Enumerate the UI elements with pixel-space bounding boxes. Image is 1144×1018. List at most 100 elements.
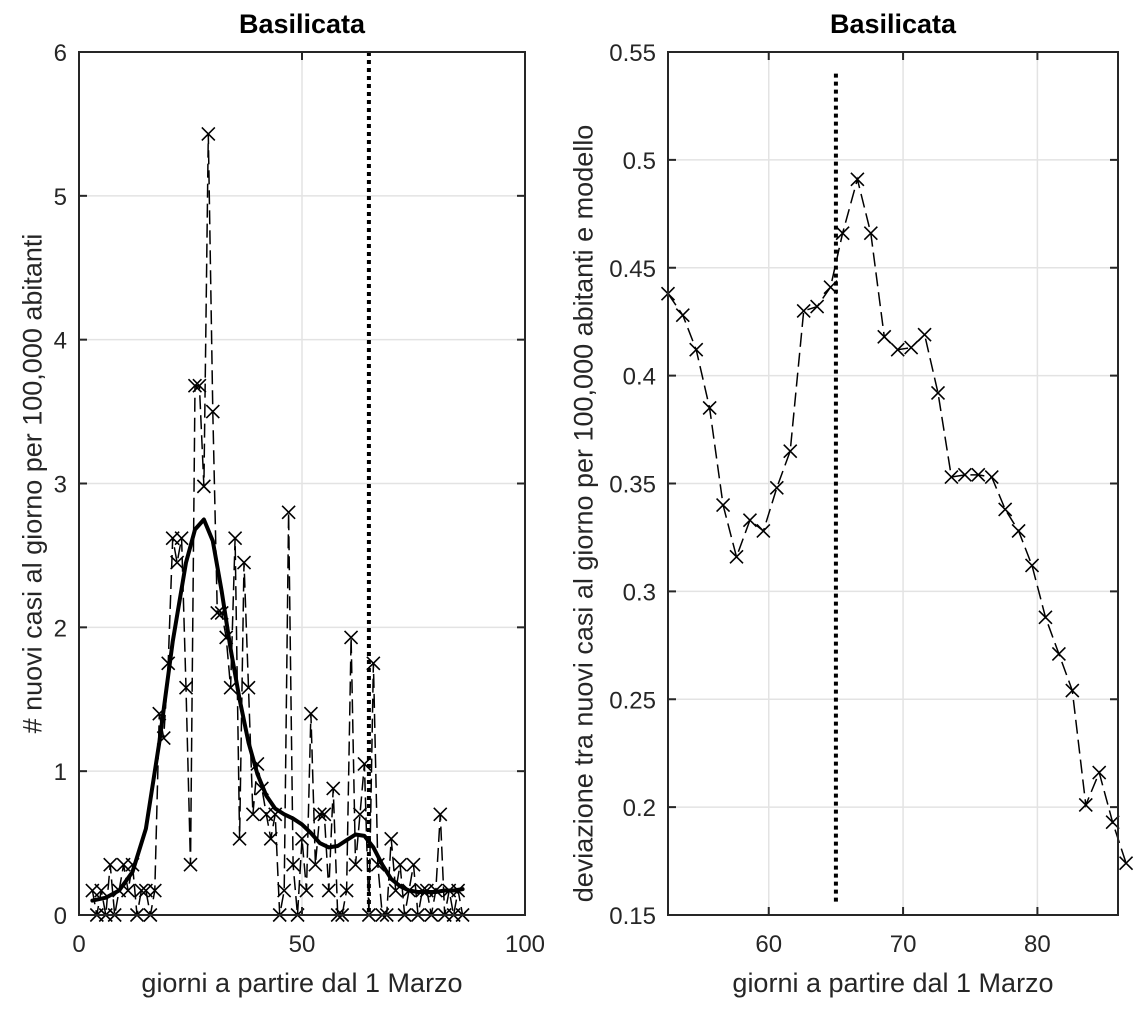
right-ticks: 60 70 80 0.15 0.2 0.25 0.3 0.35 0.4 0.45 0.5 0.55 <box>609 40 1118 958</box>
data-point-marker <box>406 857 421 872</box>
data-point-marker <box>183 857 198 872</box>
data-point-marker <box>263 831 278 846</box>
data-point-marker <box>1065 683 1080 698</box>
data-point-marker <box>890 342 905 357</box>
data-point-marker <box>1105 815 1120 830</box>
data-point-marker <box>1038 610 1053 625</box>
left-ticks: 0 50 100 0 1 2 3 4 5 6 <box>54 40 545 958</box>
data-point-marker <box>317 807 332 822</box>
data-point-marker <box>984 469 999 485</box>
right-grid <box>668 52 1118 915</box>
y-tick-label: 2 <box>54 615 67 642</box>
data-point-marker <box>232 831 247 846</box>
data-point-marker <box>944 469 959 485</box>
data-point-marker <box>1078 797 1093 813</box>
data-point-marker <box>1011 523 1026 539</box>
data-point-marker <box>904 340 919 355</box>
data-point-marker <box>170 555 185 570</box>
data-point-marker <box>299 883 314 898</box>
data-point-marker <box>196 479 211 494</box>
x-tick-label: 60 <box>755 931 782 958</box>
y-tick-label: 3 <box>54 472 67 499</box>
y-tick-label: 0.35 <box>609 472 656 499</box>
data-point-marker <box>756 523 771 539</box>
data-line <box>91 133 464 916</box>
data-point-marker <box>205 404 220 419</box>
data-point-marker <box>236 555 252 570</box>
data-point-marker <box>729 549 744 564</box>
y-tick-label: 1 <box>54 759 67 786</box>
y-tick-label: 6 <box>54 40 67 67</box>
y-tick-label: 0.15 <box>609 903 656 930</box>
data-point-marker <box>201 126 216 142</box>
data-point-marker <box>103 857 118 872</box>
left-title: Basilicata <box>239 9 366 39</box>
data-point-marker <box>294 831 310 846</box>
y-tick-label: 0.4 <box>623 364 656 391</box>
x-tick-label: 80 <box>1024 931 1051 958</box>
y-tick-label: 0.3 <box>623 579 656 606</box>
y-tick-label: 0.2 <box>623 795 656 822</box>
data-point-marker <box>343 630 359 645</box>
data-point-marker <box>241 680 256 695</box>
data-point-marker <box>957 467 972 482</box>
data-point-marker <box>308 857 323 872</box>
data-point-marker <box>187 378 203 393</box>
data-point-marker <box>810 299 825 314</box>
data-point-marker <box>998 502 1013 517</box>
data-point-marker <box>303 706 318 721</box>
model-curve <box>90 517 465 903</box>
data-point-marker <box>702 400 717 416</box>
data-point-marker <box>245 807 261 822</box>
right-plot: 60 70 80 0.15 0.2 0.25 0.3 0.35 0.4 0.45 0.5 0.55 B… <box>568 9 1134 998</box>
data-point-marker <box>835 226 850 241</box>
y-tick-label: 4 <box>54 328 67 355</box>
data-point-marker <box>863 226 878 241</box>
data-point-marker <box>228 531 243 546</box>
data-point-marker <box>94 883 109 898</box>
data-point-marker <box>769 480 784 495</box>
y-tick-label: 0.45 <box>609 256 656 283</box>
data-point-marker <box>1118 856 1134 871</box>
x-tick-label: 100 <box>505 931 545 958</box>
left-grid <box>79 52 525 915</box>
left-ylabel: # nuovi casi al giorno per 100,000 abita… <box>17 234 47 734</box>
data-point-marker <box>675 308 690 323</box>
y-tick-label: 5 <box>54 184 67 211</box>
data-point-marker <box>286 857 301 872</box>
data-point-marker <box>174 531 189 546</box>
data-point-marker <box>339 883 354 898</box>
left-series <box>85 52 470 923</box>
y-tick-label: 0.55 <box>609 40 656 67</box>
data-point-marker <box>971 467 986 482</box>
data-point-marker <box>393 857 408 872</box>
data-point-marker <box>352 807 368 822</box>
data-point-marker <box>1024 558 1040 573</box>
data-point-marker <box>348 857 363 872</box>
data-point-marker <box>192 378 207 393</box>
right-title: Basilicata <box>830 9 957 39</box>
right-series <box>660 73 1134 905</box>
data-point-marker <box>917 327 932 342</box>
data-point-marker <box>178 680 194 695</box>
y-tick-label: 0.25 <box>609 687 656 714</box>
data-point-marker <box>147 883 162 898</box>
y-tick-label: 0 <box>54 903 67 930</box>
data-point-marker <box>384 831 399 846</box>
data-point-marker <box>134 883 149 898</box>
data-point-marker <box>742 513 758 528</box>
data-point-marker <box>689 342 704 357</box>
data-point-marker <box>321 883 336 898</box>
data-point-marker <box>796 303 811 318</box>
data-point-marker <box>850 172 865 187</box>
data-point-marker <box>277 883 292 898</box>
data-point-marker <box>366 656 381 671</box>
x-tick-label: 0 <box>72 931 85 958</box>
data-point-marker <box>930 385 946 400</box>
x-tick-label: 70 <box>890 931 917 958</box>
right-xlabel: giorni a partire dal 1 Marzo <box>732 968 1053 998</box>
data-point-marker <box>1051 646 1066 662</box>
data-point-marker <box>281 505 296 520</box>
data-point-marker <box>783 444 798 459</box>
data-point-marker <box>326 781 341 796</box>
